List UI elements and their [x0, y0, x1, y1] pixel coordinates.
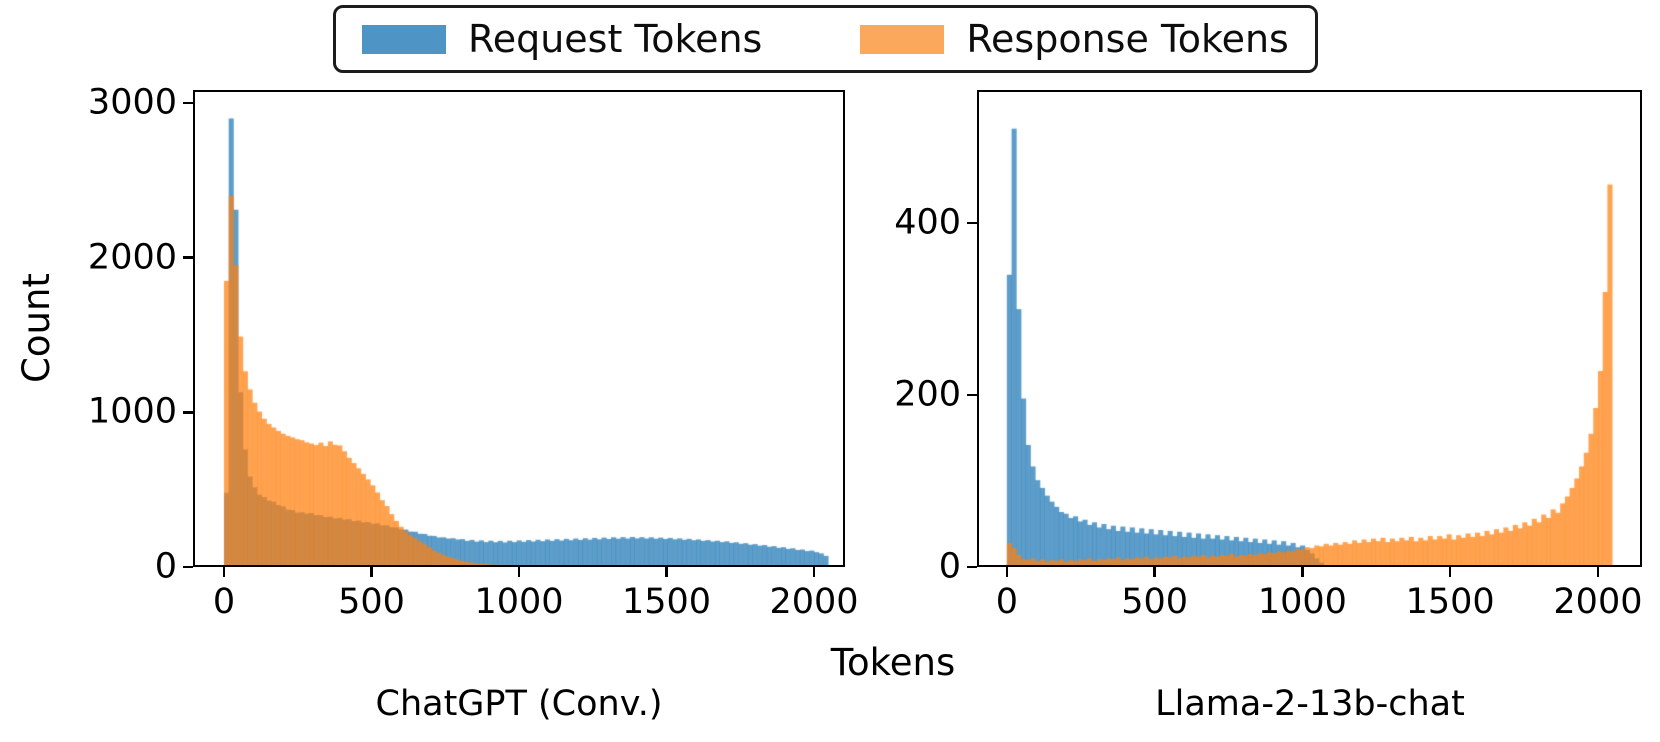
x-tick-label: 1500	[621, 582, 712, 622]
right-histogram-canvas	[977, 90, 1642, 567]
x-tick-mark	[1153, 567, 1156, 577]
left-histogram-canvas	[193, 90, 845, 567]
y-tick-label: 0	[938, 546, 961, 587]
y-tick-mark	[183, 101, 193, 105]
request-tokens-swatch-icon	[362, 24, 446, 54]
left-plot-caption: ChatGPT (Conv.)	[375, 684, 663, 724]
x-tick-mark	[1448, 567, 1452, 577]
x-axis-label: Tokens	[830, 641, 956, 684]
x-tick-mark	[665, 567, 668, 577]
right-plot-caption: Llama-2-13b-chat	[1155, 684, 1465, 724]
x-tick-label: 0	[212, 582, 236, 622]
y-tick-label: 200	[894, 374, 961, 415]
y-tick-mark	[967, 221, 977, 225]
x-tick-label: 500	[1121, 582, 1189, 622]
legend-label-response-tokens: Response Tokens	[966, 17, 1289, 61]
x-tick-label: 0	[995, 582, 1018, 622]
y-axis-label: Count	[15, 273, 58, 383]
x-tick-label: 2000	[1553, 582, 1643, 622]
y-tick-label: 400	[894, 202, 961, 243]
x-tick-label: 2000	[769, 582, 859, 622]
x-tick-mark	[517, 567, 521, 577]
y-tick-label: 2000	[87, 237, 177, 278]
y-tick-label: 1000	[87, 391, 177, 432]
y-tick-mark	[967, 393, 977, 397]
legend: Request Tokens Response Tokens	[333, 5, 1318, 73]
x-tick-mark	[1596, 567, 1600, 577]
response-tokens-swatch-icon	[860, 24, 945, 54]
x-tick-label: 1500	[1405, 582, 1495, 622]
x-tick-mark	[812, 567, 816, 577]
legend-label-request-tokens: Request Tokens	[468, 17, 763, 61]
x-tick-label: 1000	[1257, 582, 1347, 622]
x-tick-mark	[1005, 567, 1009, 577]
x-tick-label: 1000	[474, 582, 564, 622]
legend-item-request-tokens: Request Tokens	[362, 20, 762, 58]
x-tick-mark	[1301, 567, 1304, 577]
x-tick-label: 500	[338, 582, 405, 622]
x-tick-mark	[370, 567, 373, 577]
y-tick-mark	[183, 565, 193, 569]
y-tick-mark	[183, 411, 193, 414]
legend-item-response-tokens: Response Tokens	[860, 20, 1289, 58]
y-tick-mark	[183, 256, 193, 259]
x-tick-mark	[222, 567, 226, 577]
y-tick-mark	[967, 565, 977, 569]
y-tick-label: 0	[154, 546, 177, 587]
y-tick-label: 3000	[87, 82, 177, 123]
